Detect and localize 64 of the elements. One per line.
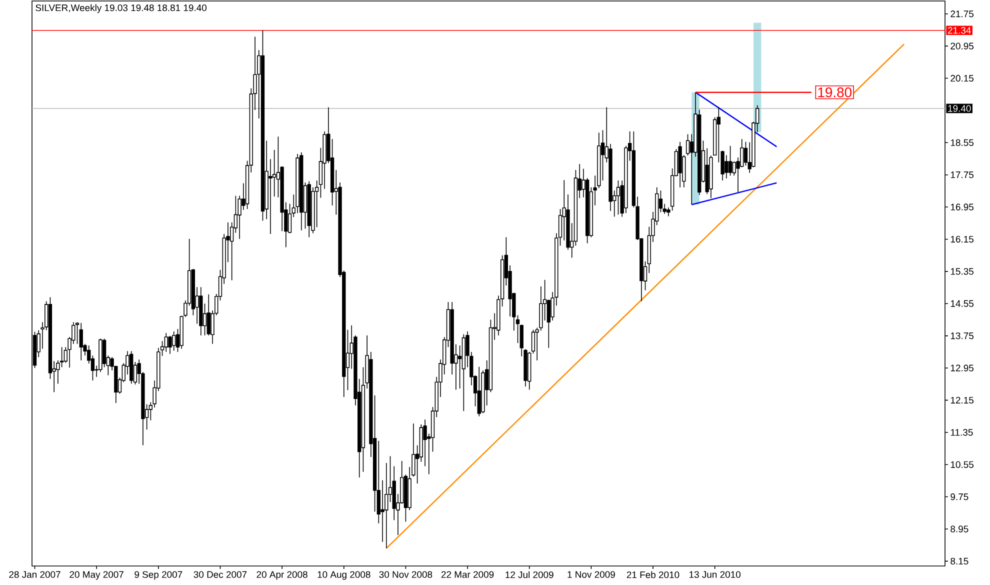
y-tick-label: 20.15 bbox=[950, 74, 974, 82]
candlestick bbox=[450, 302, 454, 375]
candlestick bbox=[535, 327, 539, 361]
x-tick-label: 20 May 2007 bbox=[70, 571, 124, 580]
y-tick-label: 16.95 bbox=[950, 204, 974, 210]
candlestick bbox=[566, 194, 570, 250]
x-tick-label: 22 Mar 2009 bbox=[441, 571, 494, 578]
candlestick bbox=[678, 141, 682, 188]
y-tick-label: 16.15 bbox=[950, 236, 974, 243]
candlestick bbox=[724, 154, 728, 179]
y-tick-label: 12.95 bbox=[950, 364, 974, 372]
candlestick bbox=[597, 132, 601, 189]
y-tick-label: 17.75 bbox=[950, 172, 974, 178]
candlestick bbox=[56, 360, 60, 384]
y-tick-label: 15.35 bbox=[950, 268, 974, 275]
y-tick-label: 8.95 bbox=[950, 526, 968, 532]
candlestick bbox=[164, 332, 168, 352]
ref-line-label: 21.34 bbox=[948, 27, 971, 34]
candlestick bbox=[98, 338, 102, 372]
annotation: 19.80 bbox=[818, 87, 852, 98]
candlestick bbox=[322, 130, 326, 190]
x-tick-label: 9 Sep 2007 bbox=[134, 571, 182, 580]
x-tick-label: 21 Feb 2010 bbox=[626, 571, 680, 578]
candlestick bbox=[698, 109, 702, 196]
candlestick bbox=[300, 152, 304, 231]
candlestick bbox=[79, 322, 83, 361]
candlestick bbox=[392, 466, 396, 521]
candlestick bbox=[272, 149, 276, 197]
x-tick-label: 1 Nov 2009 bbox=[568, 571, 615, 578]
y-tick-label: 8.15 bbox=[950, 558, 968, 565]
candlestick bbox=[130, 350, 134, 384]
y-tick-label: 14.55 bbox=[950, 300, 974, 307]
candlestick bbox=[624, 145, 628, 214]
x-tick-label: 10 Aug 2008 bbox=[318, 571, 370, 580]
y-tick-label: 12.15 bbox=[950, 396, 974, 404]
y-tick-label: 9.75 bbox=[950, 493, 968, 500]
candlestick bbox=[384, 462, 388, 549]
candlestick bbox=[199, 286, 203, 336]
x-tick-label: 13 Jun 2010 bbox=[689, 571, 740, 578]
candlestick bbox=[477, 366, 481, 417]
candlestick bbox=[666, 207, 670, 217]
y-tick-label: 11.35 bbox=[950, 429, 973, 436]
x-tick-label: 12 Jul 2009 bbox=[506, 571, 554, 578]
candlestick bbox=[524, 348, 528, 387]
candlestick bbox=[268, 158, 272, 234]
y-tick-label: 21.75 bbox=[950, 10, 974, 18]
chart-title: SILVER,Weekly 19.03 19.48 18.81 19.40 bbox=[36, 4, 207, 14]
x-tick-label: 28 Jan 2007 bbox=[9, 571, 60, 578]
candlestick bbox=[296, 154, 300, 214]
candlestick bbox=[238, 195, 242, 240]
candlestick bbox=[539, 286, 543, 331]
ref-line-label: 19.40 bbox=[948, 105, 971, 112]
y-tick-label: 10.55 bbox=[950, 461, 974, 468]
candlestick bbox=[705, 148, 709, 195]
x-tick-label: 20 Apr 2008 bbox=[256, 571, 308, 580]
y-tick-label: 20.95 bbox=[950, 42, 974, 50]
candlestick bbox=[206, 294, 210, 336]
candlestick bbox=[260, 30, 265, 222]
y-tick-label: 13.75 bbox=[950, 332, 974, 340]
x-tick-label: 30 Nov 2008 bbox=[379, 571, 432, 578]
candlestick bbox=[172, 330, 176, 352]
y-tick-label: 18.55 bbox=[950, 139, 974, 146]
x-tick-label: 30 Dec 2007 bbox=[194, 571, 247, 578]
candlestick bbox=[307, 180, 311, 238]
